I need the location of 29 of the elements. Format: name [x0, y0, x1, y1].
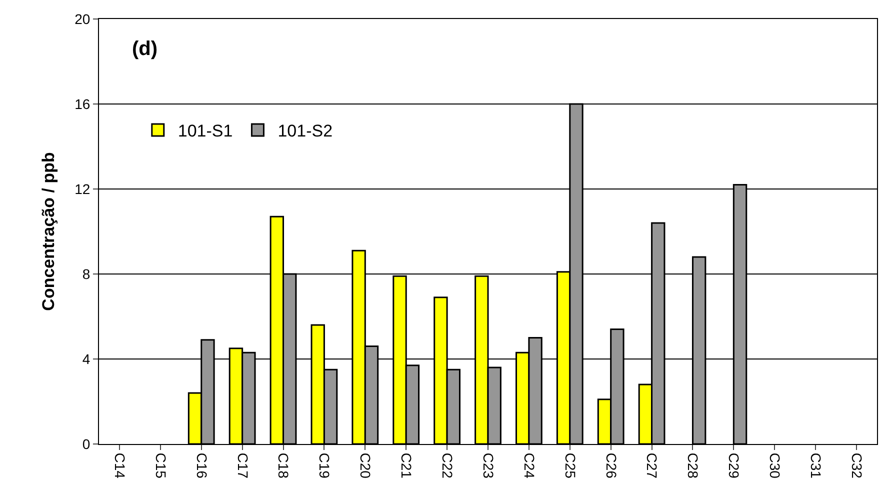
x-tick-label: C26: [603, 452, 620, 479]
y-tick-label: 12: [74, 180, 90, 197]
x-tick-label: C14: [112, 452, 128, 479]
y-tick-label: 0: [82, 436, 90, 452]
x-tick-label: C17: [234, 452, 251, 479]
x-tick-label: C20: [358, 452, 374, 479]
x-tick-label: C32: [848, 452, 865, 479]
x-tick-label: C15: [152, 452, 169, 479]
x-tick-label: C24: [521, 452, 538, 479]
y-tick-label: 4: [82, 350, 90, 367]
x-tick-label: C21: [398, 452, 415, 479]
x-tick-label: C30: [767, 452, 784, 479]
y-tick-label: 16: [74, 96, 90, 112]
x-tick-label: C31: [808, 452, 824, 479]
x-tick-label: C23: [480, 452, 496, 479]
x-tick-label: C22: [440, 452, 456, 479]
x-tick-label: C16: [194, 452, 210, 479]
x-tick-label: C25: [562, 452, 578, 479]
legend-label: 101-S2: [278, 122, 333, 141]
y-tick-label: 20: [74, 10, 90, 27]
legend-label: 101-S1: [178, 122, 233, 141]
annotation: (d): [132, 38, 158, 60]
x-tick-label: C29: [726, 452, 742, 479]
x-tick-label: C19: [316, 452, 333, 479]
x-tick-label: C18: [276, 452, 292, 479]
y-axis-title: Concentração / ppb: [39, 152, 58, 311]
x-tick-label: C28: [685, 452, 702, 479]
y-tick-label: 8: [82, 266, 90, 282]
x-tick-label: C27: [644, 452, 660, 479]
